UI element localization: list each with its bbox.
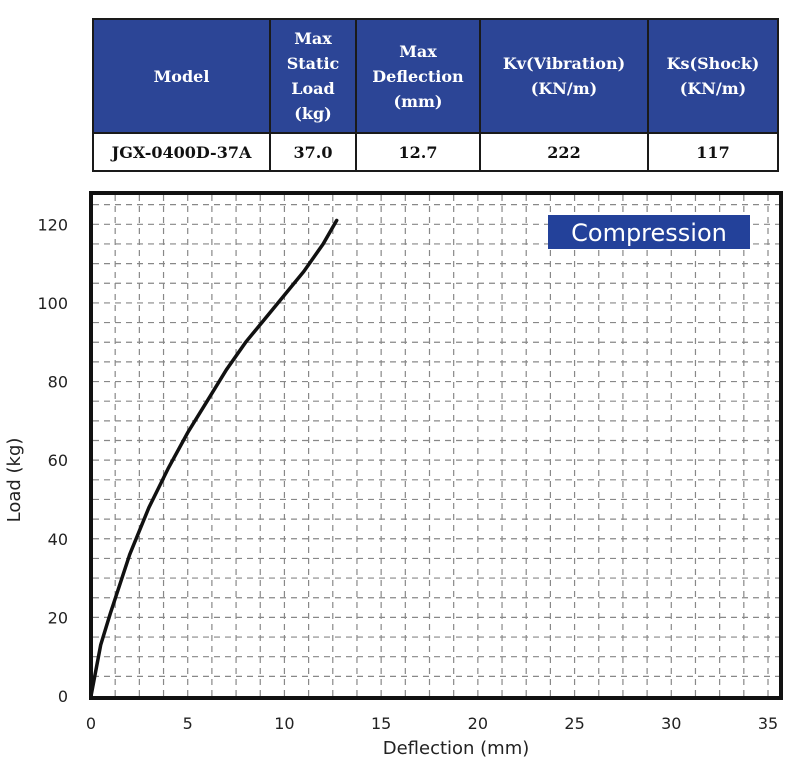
load-deflection-curve — [89, 218, 339, 698]
y-axis-title: Load (kg) — [4, 438, 25, 523]
spec-data-row: JGX-0400D-37A 37.0 12.7 222 117 — [92, 132, 779, 172]
y-tick-labels: 0 20 40 60 80 100 120 — [37, 215, 68, 706]
x-tick-label: 30 — [661, 714, 681, 733]
spec-table: Model Max Static Load (kg) Max Deflection (mm… — [92, 18, 779, 172]
x-tick-label: 10 — [274, 714, 294, 733]
y-tick-label: 0 — [58, 687, 68, 706]
cell-model: JGX-0400D-37A — [92, 132, 271, 172]
header-max-deflection: Max Deflection (mm) — [355, 18, 481, 134]
cell-max-deflection: 12.7 — [355, 132, 481, 172]
y-tick-label: 80 — [48, 373, 68, 392]
x-tick-label: 20 — [468, 714, 488, 733]
cell-max-static-load: 37.0 — [269, 132, 357, 172]
x-tick-label: 15 — [371, 714, 391, 733]
spec-header-row: Model Max Static Load (kg) Max Deflection (mm… — [92, 18, 779, 134]
y-tick-label: 100 — [37, 294, 68, 313]
x-tick-labels: 0 5 10 15 20 25 30 35 — [86, 714, 778, 733]
y-tick-label: 120 — [37, 215, 68, 234]
plot-frame — [89, 191, 783, 700]
y-tick-label: 20 — [48, 608, 68, 627]
y-tick-label: 60 — [48, 451, 68, 470]
compression-badge-text: Compression — [571, 219, 727, 247]
x-tick-label: 0 — [86, 714, 96, 733]
compression-badge — [548, 215, 750, 249]
x-tick-label: 25 — [564, 714, 584, 733]
cell-ks: 117 — [647, 132, 779, 172]
header-kv-vibration: Kv(Vibration) (KN/m) — [479, 18, 649, 134]
x-axis-title: Deflection (mm) — [383, 738, 530, 759]
header-max-static-load: Max Static Load (kg) — [269, 18, 357, 134]
chart-grid — [93, 195, 779, 696]
header-ks-shock: Ks(Shock) (KN/m) — [647, 18, 779, 134]
cell-kv: 222 — [479, 132, 649, 172]
x-tick-label: 5 — [183, 714, 193, 733]
header-model: Model — [92, 18, 271, 134]
x-tick-label: 35 — [758, 714, 778, 733]
y-tick-label: 40 — [48, 530, 68, 549]
